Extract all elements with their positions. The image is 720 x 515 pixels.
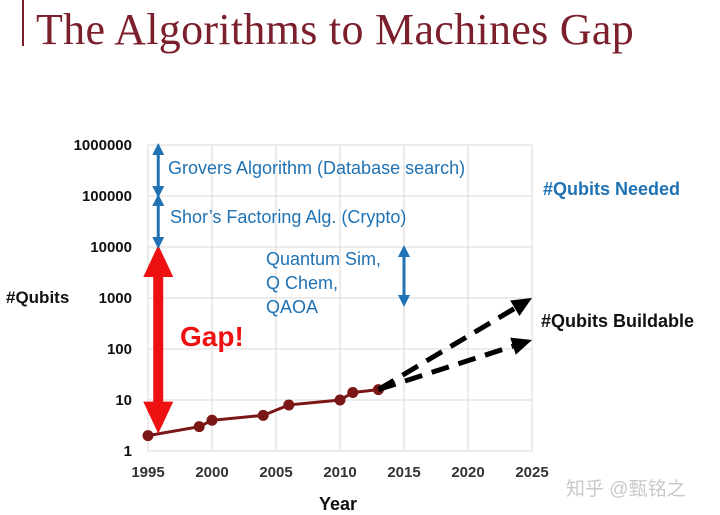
quantum-sim-label-line: Q Chem,: [266, 273, 338, 293]
data-point: [334, 394, 346, 406]
shor-label: Shor’s Factoring Alg. (Crypto): [170, 207, 406, 227]
data-point: [193, 421, 205, 433]
title-accent-bar: [22, 0, 24, 46]
gap-label: Gap!: [180, 321, 244, 352]
watermark: 知乎 @甄铭之: [566, 479, 686, 500]
data-point: [283, 399, 295, 411]
projection-arrowhead: [510, 298, 532, 316]
quantum-sim-label-line: QAOA: [266, 297, 318, 317]
y-tick-label: 100000: [82, 188, 132, 205]
y-tick-label: 1000: [99, 290, 132, 307]
y-tick-label: 100: [107, 341, 132, 358]
x-tick-label: 2005: [259, 464, 292, 481]
quantum-sim-label-line: Quantum Sim,: [266, 249, 381, 269]
x-tick-label: 2000: [195, 464, 228, 481]
x-tick-label: 1995: [131, 464, 164, 481]
gap-arrow-shaft: [153, 275, 164, 404]
label-layer: #Qubits Needed #Qubits Buildable: [541, 179, 694, 331]
projection-line: [377, 343, 514, 392]
grovers-label: Grovers Algorithm (Database search): [168, 158, 465, 178]
projection-arrowhead: [510, 337, 532, 355]
y-axis-label: #Qubits: [6, 288, 69, 307]
y-tick-label: 10: [115, 392, 132, 409]
slide-title: The Algorithms to Machines Gap: [36, 5, 635, 54]
x-axis-label: Year: [319, 494, 357, 514]
y-tick-label: 1000000: [74, 137, 132, 154]
grid-layer: [147, 144, 533, 452]
gap-arrow-head-down: [143, 401, 174, 434]
data-point: [142, 430, 154, 442]
series-layer: [142, 384, 384, 442]
projection-layer: [377, 298, 532, 392]
data-point: [206, 414, 218, 426]
axis-layer: 1 10 100 1000 10000 100000 1000000 1995 2000 2005…: [6, 137, 549, 514]
qubits-buildable-label: #Qubits Buildable: [541, 311, 694, 331]
x-tick-label: 2010: [323, 464, 356, 481]
x-tick-label: 2020: [451, 464, 484, 481]
annotation-layer: Gap! Grovers Algorithm (Database search) S…: [143, 143, 465, 434]
y-tick-label: 10000: [90, 239, 132, 256]
gap-arrow-head-up: [143, 245, 174, 277]
qubits-needed-label: #Qubits Needed: [543, 179, 680, 199]
x-tick-label: 2015: [387, 464, 420, 481]
y-tick-label: 1: [124, 443, 132, 460]
data-point: [347, 387, 359, 399]
x-tick-label: 2025: [515, 464, 548, 481]
data-point: [257, 409, 269, 421]
